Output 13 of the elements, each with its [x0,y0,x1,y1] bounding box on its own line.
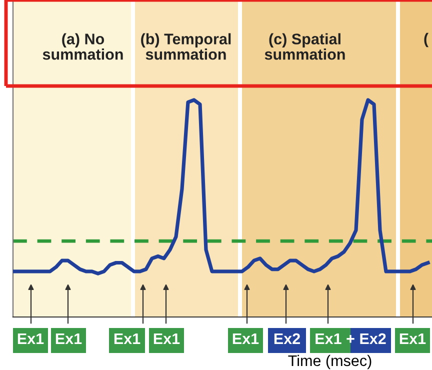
text: Ex1 [232,333,259,344]
text: Ex1 [18,333,44,344]
text: ( [424,32,429,48]
text: (c) Spatial summation [264,33,345,60]
x-axis-title: Time (msec) [288,354,372,370]
text: Ex1 [114,333,140,344]
text: (a) No summation [42,33,123,60]
text: Ex1 [400,333,426,344]
text: Ex1 [56,333,82,344]
text: Ex2 [274,333,300,344]
text: (b) Temporal summation [141,33,231,60]
text: Ex1 + Ex2 [316,333,386,344]
text: Ex1 [154,333,180,344]
